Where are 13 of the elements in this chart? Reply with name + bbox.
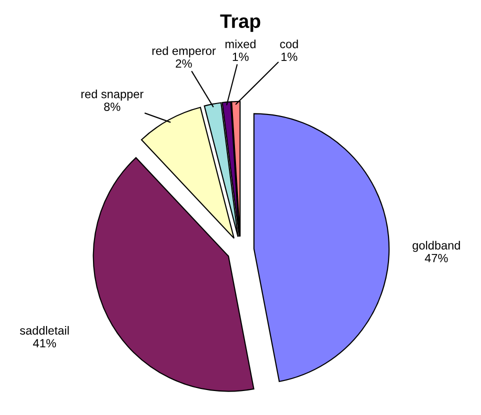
slice-label: saddletail xyxy=(20,326,69,335)
slice-label: cod xyxy=(280,40,298,48)
slice-label: red snapper xyxy=(81,90,144,101)
data-label: 1% xyxy=(282,52,298,61)
data-label: 1% xyxy=(232,52,249,61)
slice-label: goldband xyxy=(412,240,460,252)
slice-label: red emperor xyxy=(152,46,216,58)
chart-title: Trap xyxy=(220,14,260,32)
data-label: 2% xyxy=(176,59,192,68)
data-label: 8% xyxy=(104,102,120,111)
slice-label: mixed xyxy=(226,40,256,48)
data-label: 47% xyxy=(424,254,448,262)
data-label: 41% xyxy=(33,339,56,348)
